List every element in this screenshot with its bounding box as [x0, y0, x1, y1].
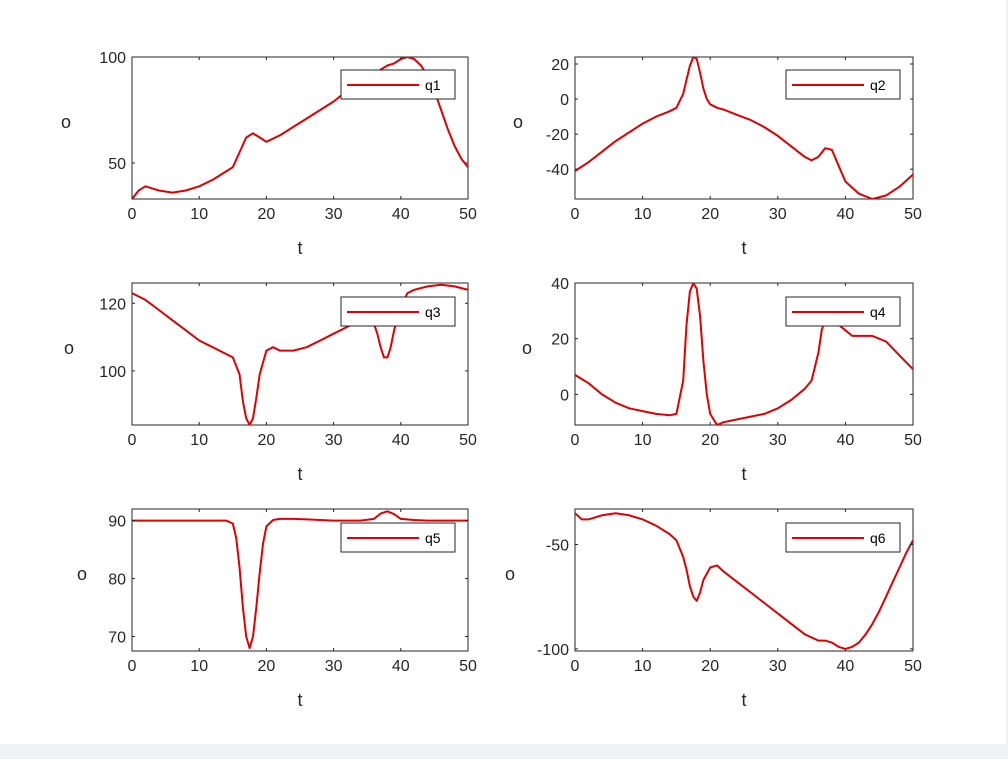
plot-3: 0 10 20 30 40 50 100 120 t o q3 — [64, 282, 477, 484]
plot-2-y-tick-label: -40 — [546, 162, 569, 179]
plot-5-legend: q5 — [340, 522, 456, 553]
plot-1-x-tick-label: 50 — [459, 206, 477, 223]
plot-4-y-axis-label: o — [522, 338, 532, 358]
plot-1-x-tick-label: 10 — [190, 206, 208, 223]
plot-2-y-tick-label: 0 — [560, 92, 569, 109]
plot-6-series-line — [575, 512, 913, 650]
plot-1-y-tick-label: 50 — [108, 156, 126, 173]
plot-6-y-axis-label: o — [505, 564, 515, 584]
plot-3-x-tick-label: 40 — [392, 432, 410, 449]
plot-1-legend: q1 — [340, 69, 456, 100]
plot-3-y-tick-label: 100 — [99, 364, 126, 381]
plot-2-y-tick-label: -20 — [546, 127, 569, 144]
plot-6-x-tick-label: 20 — [701, 658, 719, 675]
plot-3-y-axis-label: o — [64, 338, 74, 358]
plot-6-y-tick-label: -100 — [537, 642, 569, 659]
plot-2-x-tick-label: 30 — [769, 206, 787, 223]
plot-6-y-tick-label: -50 — [546, 538, 569, 555]
plot-5-x-tick-label: 50 — [459, 658, 477, 675]
plot-2-y-tick-label: 20 — [551, 57, 569, 74]
plot-4-x-tick-label: 40 — [837, 432, 855, 449]
plot-2-legend-label: q2 — [870, 77, 886, 93]
window-bottom-strip — [0, 744, 1008, 759]
plot-2-legend: q2 — [785, 69, 901, 100]
plot-1-x-tick-label: 20 — [258, 206, 276, 223]
plot-3-x-tick-label: 50 — [459, 432, 477, 449]
plot-1: 0 10 20 30 40 50 50 100 t o q1 — [61, 50, 477, 258]
plot-4-y-tick-label: 20 — [551, 332, 569, 349]
plot-2-x-tick-label: 20 — [701, 206, 719, 223]
plot-1-x-tick-label: 0 — [128, 206, 137, 223]
plot-2-x-axis-label: t — [741, 238, 746, 258]
plot-1-y-tick-label: 100 — [99, 50, 126, 67]
plot-5: 0 10 20 30 40 50 70 80 90 t o q5 — [77, 508, 477, 710]
plot-6-x-tick-label: 40 — [837, 658, 855, 675]
plot-6-x-tick-label: 30 — [769, 658, 787, 675]
plot-2-x-tick-label: 0 — [571, 206, 580, 223]
plot-6: 0 10 20 30 40 50 -100 -50 t o q6 — [505, 508, 922, 710]
plot-2-x-tick-label: 40 — [837, 206, 855, 223]
plot-6-x-axis-label: t — [741, 690, 746, 710]
plot-4-x-tick-label: 10 — [634, 432, 652, 449]
plot-5-x-axis-label: t — [297, 690, 302, 710]
plot-5-x-tick-label: 10 — [190, 658, 208, 675]
plot-6-x-tick-label: 10 — [634, 658, 652, 675]
plot-6-legend: q6 — [785, 522, 901, 553]
plot-4-x-tick-label: 0 — [571, 432, 580, 449]
plot-2-y-axis-label: o — [513, 112, 523, 132]
plot-5-legend-label: q5 — [425, 530, 441, 546]
plot-6-legend-label: q6 — [870, 530, 886, 546]
plot-2-x-tick-label: 10 — [634, 206, 652, 223]
plot-5-x-tick-label: 20 — [258, 658, 276, 675]
plot-2-x-tick-label: 50 — [904, 206, 922, 223]
plot-6-x-tick-label: 0 — [571, 658, 580, 675]
plot-4: 0 10 20 30 40 50 0 20 40 t o q4 — [522, 276, 922, 484]
plot-3-x-tick-label: 10 — [190, 432, 208, 449]
figure-background: 0 10 20 30 40 50 50 100 t o q1 0 10 20 30 40 50 -40 -20 0 20… — [0, 0, 1006, 744]
plot-3-x-tick-label: 20 — [258, 432, 276, 449]
plot-2-series-line — [575, 57, 913, 199]
plot-5-x-tick-label: 30 — [325, 658, 343, 675]
plot-2: 0 10 20 30 40 50 -40 -20 0 20 t o q2 — [513, 56, 922, 258]
plot-3-legend-label: q3 — [425, 304, 441, 320]
plot-4-legend-label: q4 — [870, 304, 886, 320]
plot-4-x-tick-label: 50 — [904, 432, 922, 449]
plot-4-x-tick-label: 30 — [769, 432, 787, 449]
plot-3-x-axis-label: t — [297, 464, 302, 484]
plot-3-legend: q3 — [340, 296, 456, 327]
plot-5-x-tick-label: 0 — [128, 658, 137, 675]
plot-3-x-tick-label: 30 — [325, 432, 343, 449]
plot-3-x-tick-label: 0 — [128, 432, 137, 449]
plot-4-x-tick-label: 20 — [701, 432, 719, 449]
plot-5-x-tick-label: 40 — [392, 658, 410, 675]
plot-4-y-tick-label: 0 — [560, 387, 569, 404]
plot-6-x-tick-label: 50 — [904, 658, 922, 675]
plot-5-y-axis-label: o — [77, 564, 87, 584]
plot-1-x-axis-label: t — [297, 238, 302, 258]
plot-4-x-axis-label: t — [741, 464, 746, 484]
plot-4-legend: q4 — [785, 296, 901, 327]
plot-4-y-tick-label: 40 — [551, 276, 569, 293]
plot-5-y-tick-label: 90 — [108, 514, 126, 531]
plot-5-y-tick-label: 80 — [108, 572, 126, 589]
plot-3-y-tick-label: 120 — [99, 296, 126, 313]
plot-1-x-tick-label: 30 — [325, 206, 343, 223]
plot-1-x-tick-label: 40 — [392, 206, 410, 223]
plot-1-legend-label: q1 — [425, 77, 441, 93]
plot-5-series-line — [132, 510, 468, 650]
plot-5-y-tick-label: 70 — [108, 630, 126, 647]
plot-1-y-axis-label: o — [61, 112, 71, 132]
plot-4-series-line — [575, 283, 913, 425]
